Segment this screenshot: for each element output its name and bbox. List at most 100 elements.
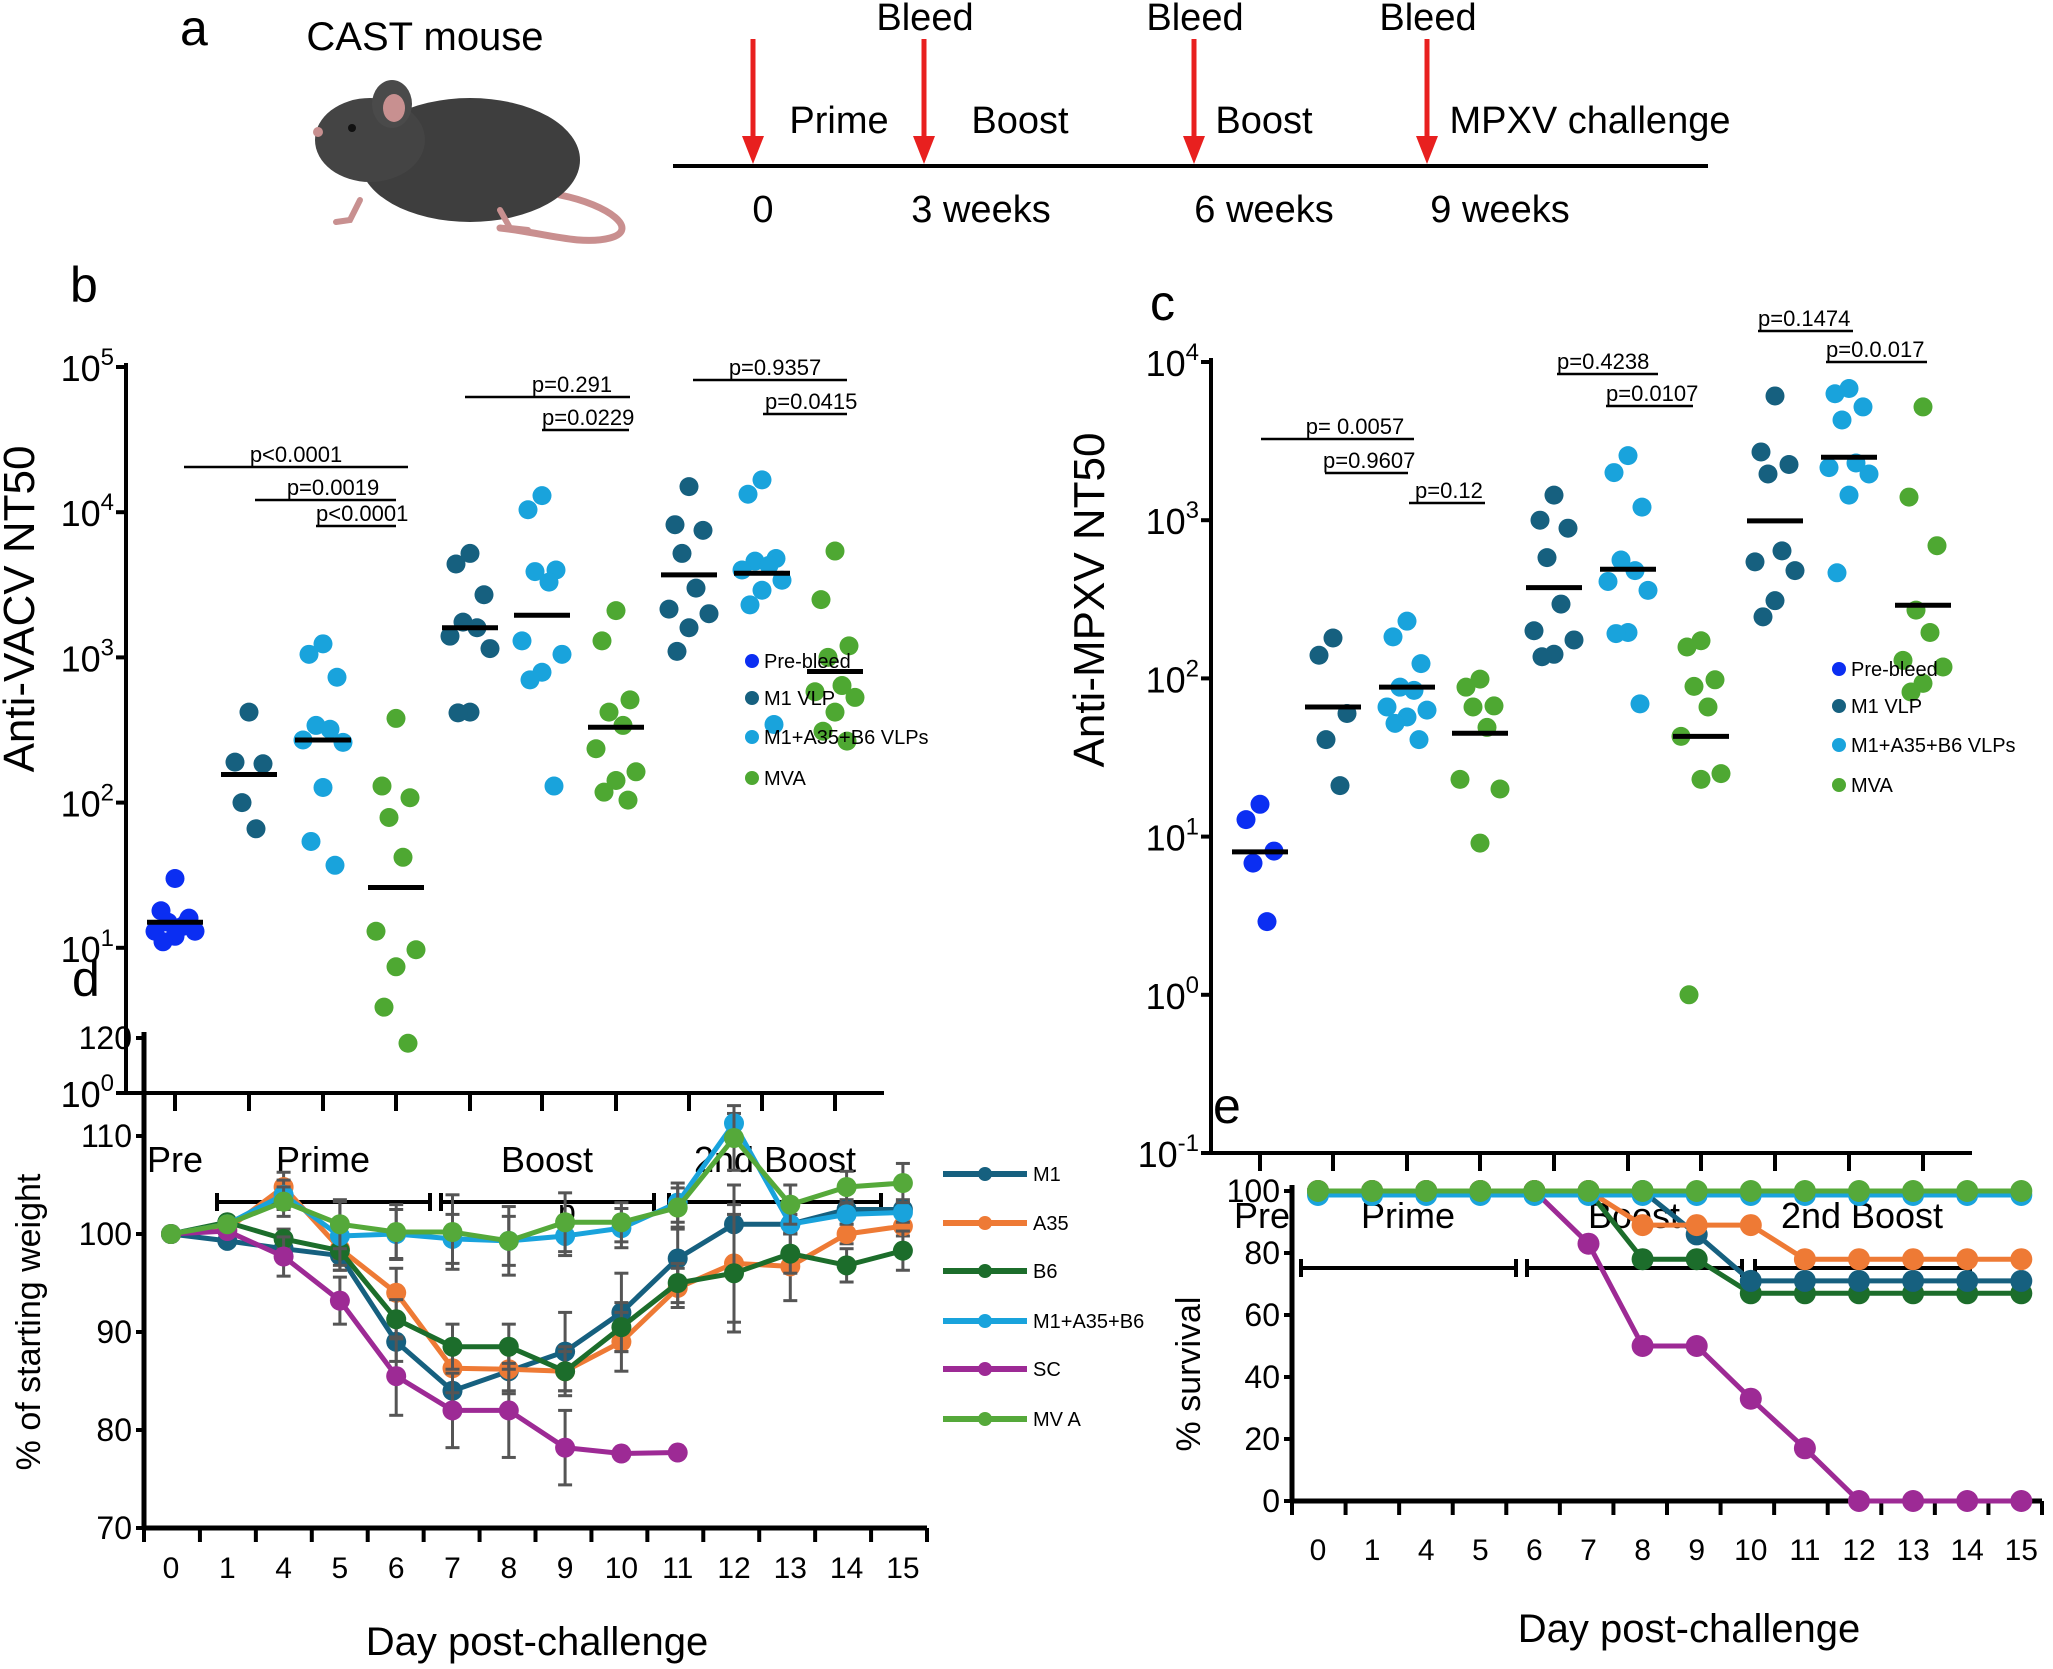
y-tick-label: 70 [96, 1510, 132, 1546]
x-tick-label: 14 [830, 1552, 863, 1585]
legend-swatch [745, 691, 759, 705]
p-value-label: p=0.12 [1415, 478, 1483, 503]
data-point [1793, 1248, 1816, 1271]
data-point [1250, 794, 1270, 814]
data-point [620, 690, 640, 710]
data-point [618, 790, 638, 810]
data-point [301, 831, 321, 851]
group-label: Pre [1234, 1195, 1290, 1236]
y-tick-label: 0 [1262, 1483, 1280, 1519]
red-arrow-head-icon [1416, 136, 1438, 164]
data-point [225, 752, 245, 772]
data-point [892, 1240, 913, 1261]
data-point [1685, 1335, 1708, 1357]
data-point [1484, 696, 1504, 716]
y-axis-label: Anti-VACV NT50 [0, 446, 44, 773]
data-point [246, 819, 266, 839]
x-tick-label: 4 [1418, 1534, 1435, 1567]
data-point [1631, 1214, 1654, 1237]
event-label: Boost [971, 100, 1069, 142]
p-value-label: p<0.0001 [250, 442, 342, 467]
data-point [1698, 697, 1718, 717]
data-point [892, 1202, 913, 1223]
y-tick-label: 120 [79, 1020, 132, 1056]
y-axis-label: Anti-MPXV NT50 [1065, 433, 1114, 768]
data-point [512, 631, 532, 651]
data-point [679, 477, 699, 497]
data-point [1765, 386, 1785, 406]
timepoint-label: 3 weeks [911, 189, 1050, 231]
data-point [1920, 623, 1940, 643]
legend-label: SC [1033, 1359, 1061, 1381]
data-point [327, 667, 347, 687]
data-point [606, 770, 626, 790]
x-tick-label: 13 [774, 1552, 807, 1585]
x-tick-label: 0 [1310, 1534, 1327, 1567]
data-point [606, 601, 626, 621]
data-point [448, 703, 468, 723]
data-point [626, 762, 646, 782]
legend-swatch [1832, 778, 1846, 792]
data-point [386, 1309, 407, 1330]
data-point [1524, 621, 1544, 641]
data-point [1532, 647, 1552, 667]
x-tick-label: 6 [1526, 1534, 1543, 1567]
data-point [1551, 594, 1571, 614]
x-tick-label: 6 [388, 1552, 405, 1585]
y-tick-label: 90 [96, 1314, 132, 1350]
data-point [667, 1273, 688, 1293]
data-point [1685, 1248, 1708, 1271]
data-point [1956, 1248, 1979, 1271]
data-point [1902, 1248, 1925, 1271]
series-line [170, 1135, 904, 1244]
data-point [1450, 769, 1470, 789]
p-value-label: p=0.4238 [1557, 349, 1649, 374]
data-point [1316, 730, 1336, 750]
data-point [1415, 1180, 1438, 1202]
data-point [1409, 730, 1429, 750]
data-point [1765, 591, 1785, 611]
legend-label: M1+A35+B6 [1033, 1311, 1144, 1333]
data-point [1825, 384, 1845, 404]
data-point [1544, 485, 1564, 505]
data-point [313, 778, 333, 798]
data-point [1469, 1180, 1492, 1202]
data-point [386, 1282, 407, 1303]
p-value-label: p= 0.0057 [1306, 414, 1404, 439]
data-point [1679, 985, 1699, 1005]
data-point [1839, 485, 1859, 505]
data-point [518, 500, 538, 520]
data-point [1631, 1180, 1654, 1202]
data-point [1933, 657, 1953, 677]
data-point [1691, 769, 1711, 789]
panel-letter-d: d [72, 951, 100, 1007]
y-tick-label: 103 [1146, 497, 1199, 542]
legend-swatch [1832, 738, 1846, 752]
legend-swatch-marker [978, 1362, 992, 1376]
data-point [525, 562, 545, 582]
y-tick-label: 110 [81, 1118, 132, 1154]
data-point [446, 554, 466, 574]
y-tick-label: 20 [1244, 1421, 1280, 1457]
data-point [672, 543, 692, 563]
data-point [659, 599, 679, 619]
data-point [299, 644, 319, 664]
data-point [1385, 713, 1405, 733]
data-point [1685, 1180, 1708, 1202]
data-point [366, 921, 386, 941]
data-point [1606, 624, 1626, 644]
data-point [520, 670, 540, 690]
data-point [1530, 510, 1550, 530]
legend-swatch [1832, 699, 1846, 713]
data-point [273, 1191, 294, 1212]
timepoint-label: 9 weeks [1430, 189, 1569, 231]
x-tick-label: 11 [1789, 1534, 1820, 1567]
p-value-label: p=0.0229 [542, 405, 634, 430]
data-point [1745, 552, 1765, 572]
p-value-label: p=0.0107 [1606, 381, 1698, 406]
data-point [273, 1246, 294, 1267]
red-arrow-head-icon [913, 136, 935, 164]
data-point [1523, 1180, 1546, 1202]
data-point [836, 1224, 857, 1244]
data-point [1758, 464, 1778, 484]
